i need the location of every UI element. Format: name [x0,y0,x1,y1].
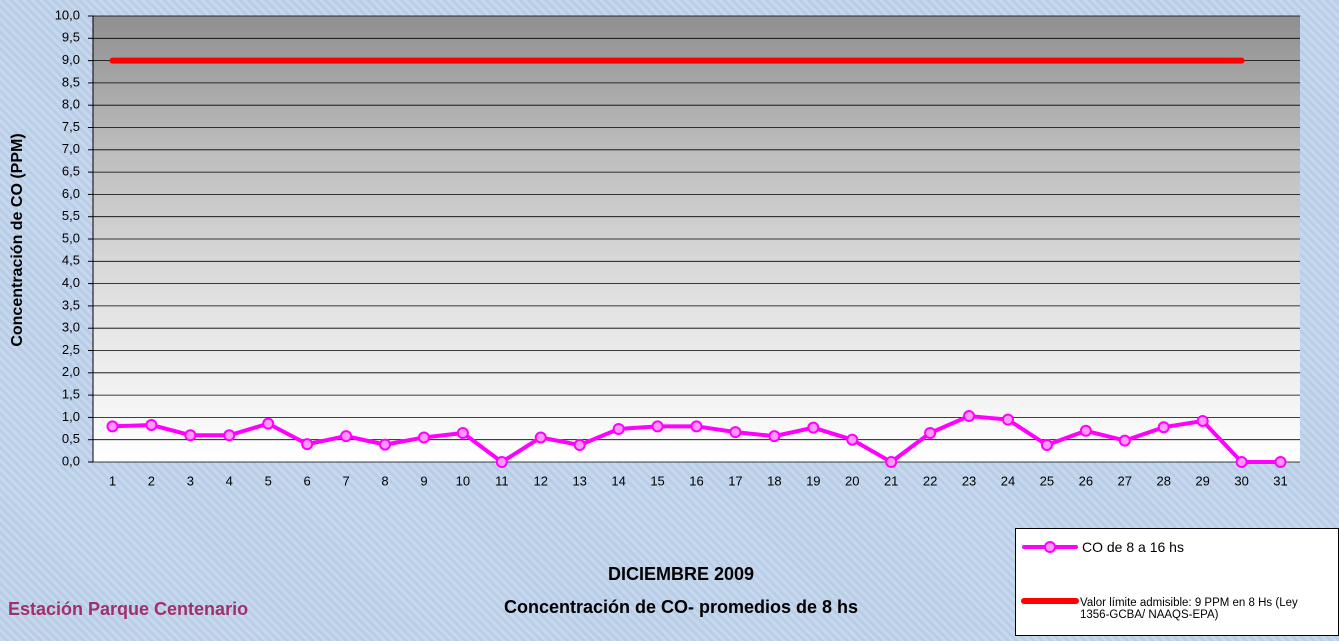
x-tick-label: 14 [611,473,625,488]
x-tick-label: 4 [226,473,233,488]
data-point [1157,421,1170,434]
x-tick-label: 31 [1273,473,1287,488]
data-point [184,429,197,442]
legend-label: CO de 8 a 16 hs [1082,539,1184,555]
data-point [1196,414,1209,427]
x-tick-label: 7 [342,473,349,488]
legend-entry: Valor límite admisible: 9 PPM en 8 Hs (L… [1020,593,1330,621]
x-tick-label: 15 [650,473,664,488]
data-point [846,433,859,446]
data-point [612,422,625,435]
data-point [495,456,508,468]
data-point [145,418,158,431]
x-tick-label: 19 [806,473,820,488]
y-tick-label: 1,5 [62,387,80,402]
x-tick-label: 21 [884,473,898,488]
data-point [1001,413,1014,426]
x-tick-label: 6 [304,473,311,488]
data-point [106,420,119,433]
data-point [924,427,937,440]
data-point [456,427,469,440]
y-tick-label: 7,5 [62,119,80,134]
y-tick-label: 10,0 [55,7,80,22]
x-tick-label: 9 [420,473,427,488]
data-point [963,410,976,423]
data-point [379,438,392,451]
x-tick-label: 23 [962,473,976,488]
legend-entry: CO de 8 a 16 hs [1020,539,1184,555]
data-point [651,420,664,433]
x-tick-label: 1 [109,473,116,488]
x-tick-label: 11 [495,473,509,488]
x-tick-label: 30 [1234,473,1248,488]
data-point [1118,434,1131,447]
y-tick-label: 2,5 [62,342,80,357]
station-label: Estación Parque Centenario [8,599,248,619]
data-point [340,430,353,443]
x-tick-label: 16 [689,473,703,488]
data-point [690,420,703,433]
data-point [1079,424,1092,437]
y-tick-label: 3,0 [62,320,80,335]
y-tick-label: 4,5 [62,253,80,268]
y-tick-label: 6,5 [62,164,80,179]
data-point [301,438,314,451]
y-tick-label: 7,0 [62,141,80,156]
x-tick-label: 17 [728,473,742,488]
chart-title: DICIEMBRE 2009 [608,564,754,584]
x-tick-label: 25 [1040,473,1054,488]
x-tick-label: 22 [923,473,937,488]
x-tick-label: 13 [572,473,586,488]
x-tick-label: 12 [534,473,548,488]
y-tick-label: 0,0 [62,453,80,468]
y-tick-label: 2,0 [62,364,80,379]
data-point [534,431,547,444]
x-tick-label: 10 [456,473,470,488]
x-tick-label: 18 [767,473,781,488]
y-axis-label: Concentración de CO (PPM) [9,133,26,346]
data-point [1274,456,1287,468]
x-tick-label: 8 [381,473,388,488]
y-tick-label: 9,0 [62,52,80,67]
data-point [573,439,586,452]
legend-marker [1044,541,1056,553]
y-tick-label: 6,0 [62,186,80,201]
x-tick-label: 26 [1079,473,1093,488]
data-point [807,421,820,434]
x-tick-label: 3 [187,473,194,488]
data-point [729,426,742,439]
legend: CO de 8 a 16 hs Valor límite admisible: 9… [1015,528,1339,636]
y-tick-label: 3,5 [62,297,80,312]
x-tick-label: 5 [265,473,272,488]
data-point [262,417,275,430]
legend-swatch [1021,598,1079,604]
data-point [1235,456,1248,468]
y-tick-label: 9,5 [62,30,80,45]
y-tick-label: 8,0 [62,97,80,112]
x-tick-label: 27 [1118,473,1132,488]
x-tick-label: 28 [1156,473,1170,488]
data-point [768,430,781,443]
chart-subtitle: Concentración de CO- promedios de 8 hs [504,597,858,617]
y-tick-label: 8,5 [62,74,80,89]
x-tick-label: 24 [1001,473,1015,488]
data-point [1040,439,1053,452]
legend-swatch [1022,541,1078,553]
x-tick-label: 29 [1195,473,1209,488]
y-tick-label: 5,5 [62,208,80,223]
y-tick-label: 5,0 [62,230,80,245]
data-point [223,429,236,442]
y-tick-label: 0,5 [62,431,80,446]
legend-label: Valor límite admisible: 9 PPM en 8 Hs (L… [1080,597,1298,621]
data-point [885,456,898,468]
x-tick-label: 20 [845,473,859,488]
data-point [417,431,430,444]
y-tick-label: 4,0 [62,275,80,290]
x-tick-label: 2 [148,473,155,488]
y-tick-label: 1,0 [62,409,80,424]
